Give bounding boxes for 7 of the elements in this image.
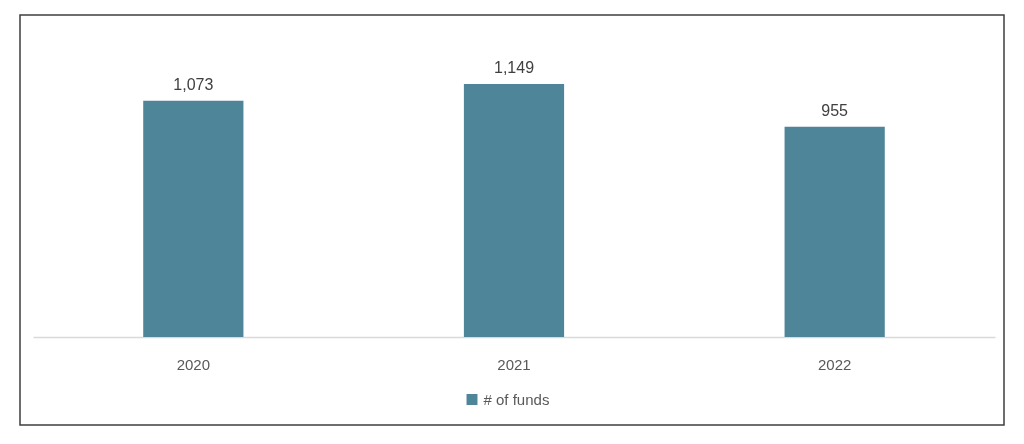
legend-label: # of funds [483, 390, 550, 408]
data-label: 1,149 [493, 59, 535, 76]
data-label: 955 [821, 101, 849, 119]
x-tick-label: 2020 [176, 355, 211, 373]
x-tick-label: 2022 [817, 355, 852, 373]
x-tick-label: 2021 [497, 355, 531, 373]
data-label: 1,073 [173, 75, 214, 93]
